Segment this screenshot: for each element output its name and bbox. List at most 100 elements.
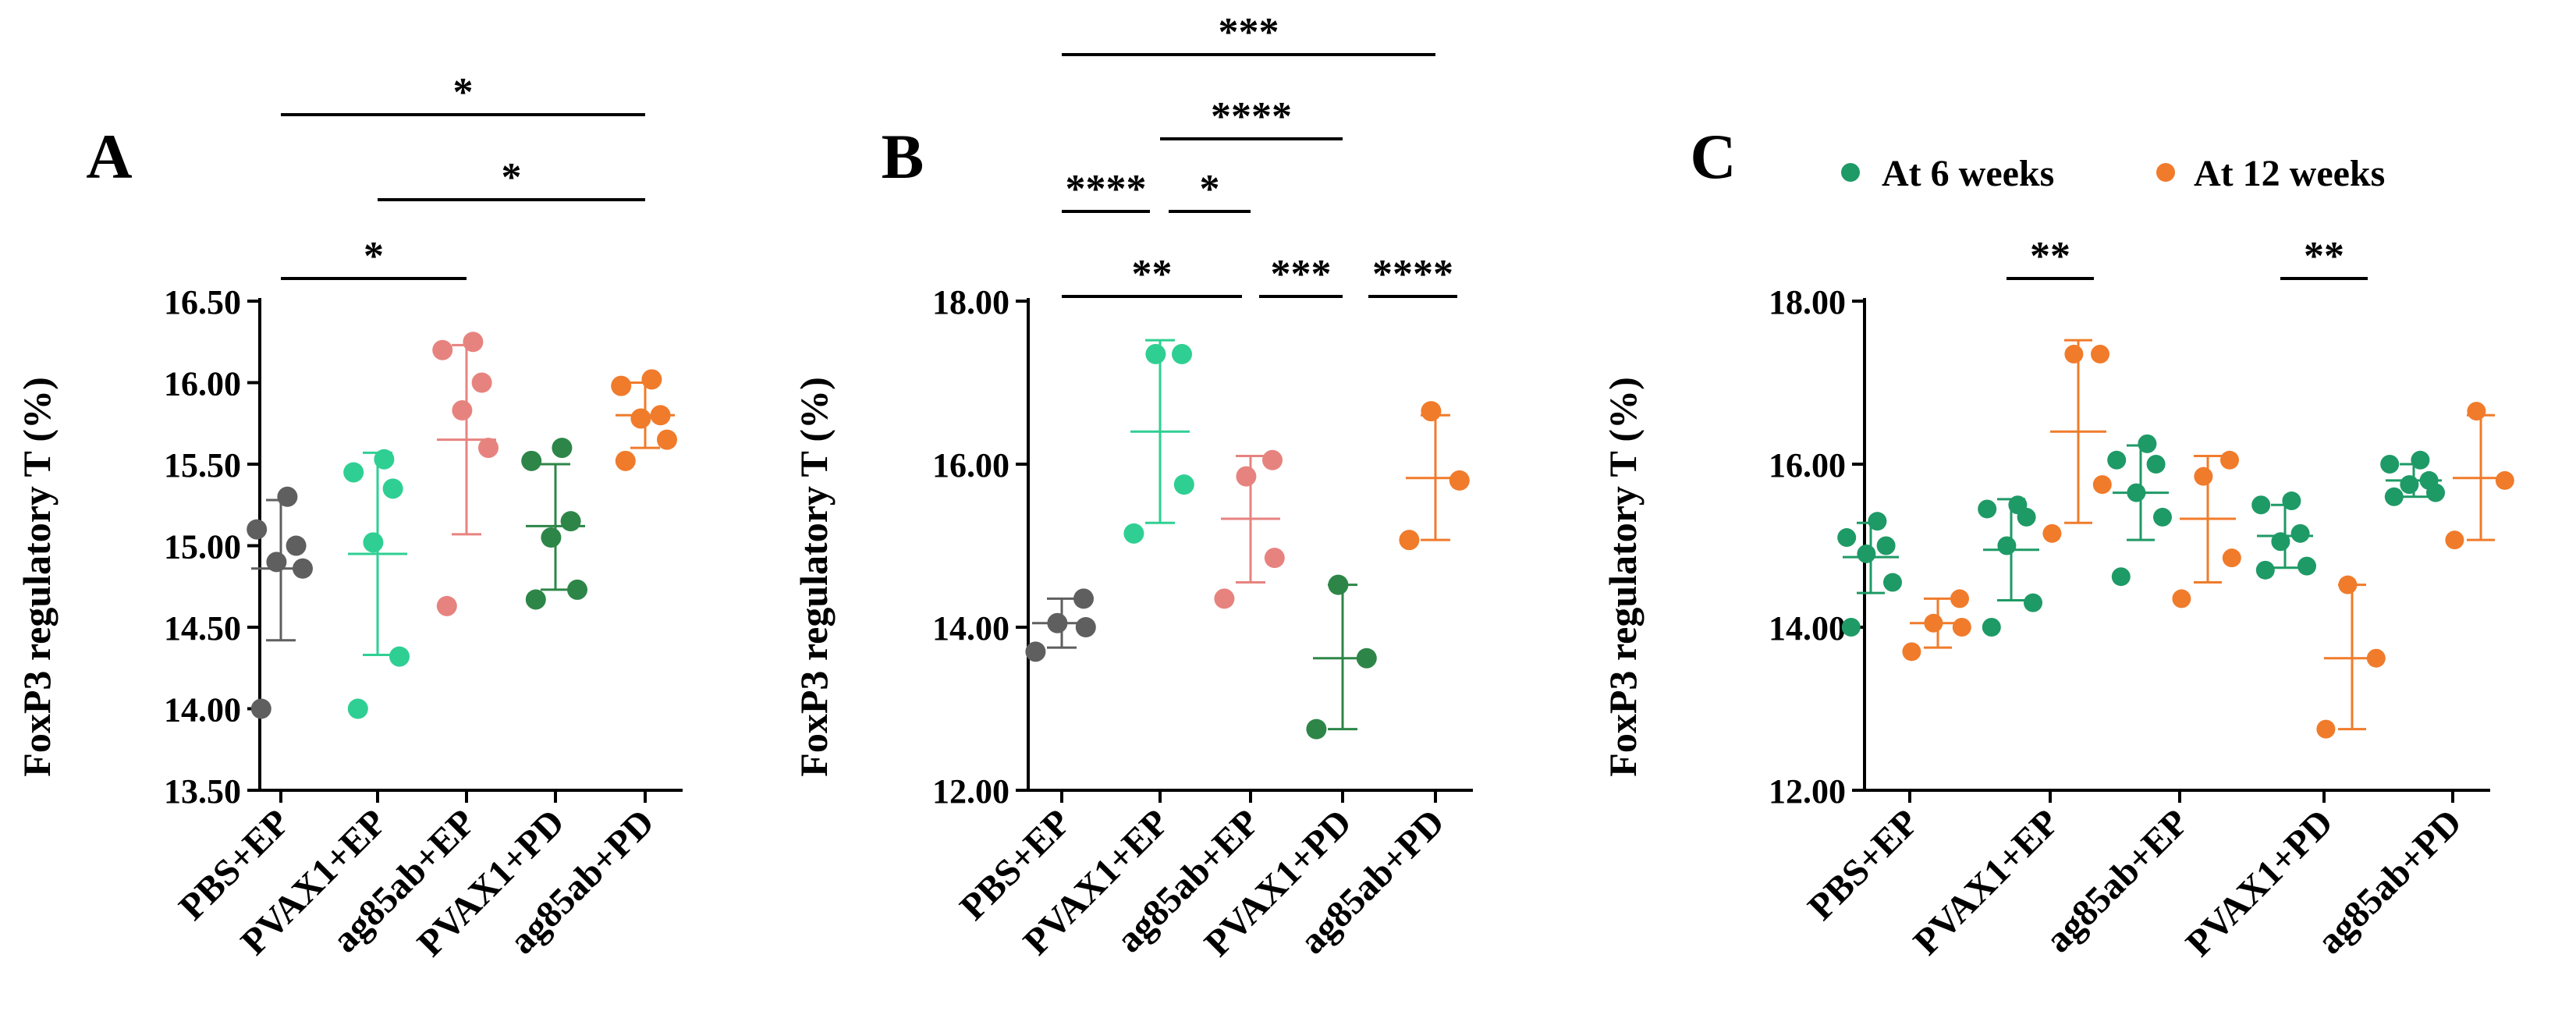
data-point-pvax1-pd — [552, 438, 573, 459]
data-point-ag85ab-pd — [650, 405, 671, 426]
data-point-pvax1-ep — [1172, 343, 1192, 364]
data-point-at-12-weeks-ag85ab-ep — [2194, 467, 2213, 486]
y-tick-label: 16.00 — [164, 365, 241, 403]
data-point-pvax1-pd — [560, 511, 581, 532]
data-point-at-6-weeks-pvax1-ep — [1997, 536, 2017, 555]
data-point-at-12-weeks-pbs-ep — [1902, 642, 1921, 662]
data-point-pvax1-ep — [1123, 523, 1144, 544]
y-tick-label: 16.50 — [164, 283, 241, 321]
data-point-ag85ab-ep — [1236, 466, 1257, 487]
data-point-at-6-weeks-pbs-ep — [1883, 573, 1902, 592]
data-point-at-12-weeks-pvax1-ep — [2042, 523, 2062, 543]
data-point-pvax1-ep — [343, 462, 364, 483]
data-point-pvax1-pd — [1306, 718, 1327, 740]
data-point-ag85ab-ep — [432, 339, 453, 360]
data-point-ag85ab-ep — [1262, 449, 1283, 470]
panel-letter: C — [1690, 121, 1736, 192]
data-point-at-6-weeks-pvax1-ep — [2008, 495, 2028, 515]
data-point-ag85ab-ep — [1214, 588, 1235, 609]
data-point-pvax1-ep — [347, 698, 368, 719]
data-point-at-6-weeks-pbs-ep — [1876, 536, 1896, 555]
data-point-at-12-weeks-pbs-ep — [1924, 613, 1943, 633]
data-point-at-6-weeks-pbs-ep — [1857, 544, 1876, 563]
y-tick-label: 16.00 — [932, 446, 1009, 484]
data-point-pvax1-pd — [541, 527, 562, 548]
data-point-pvax1-ep — [1173, 474, 1194, 495]
data-point-at-6-weeks-pvax1-ep — [1978, 499, 1997, 519]
significance-label-1: ** — [2304, 234, 2344, 279]
data-point-at-6-weeks-ag85ab-pd — [2419, 470, 2439, 490]
data-point-at-6-weeks-pvax1-pd — [2290, 523, 2310, 543]
significance-label-3: * — [1200, 167, 1220, 211]
data-point-pbs-ep — [277, 486, 298, 507]
y-axis-label: FoxP3 regulatory T (%) — [792, 377, 836, 776]
y-tick-label: 15.50 — [164, 446, 241, 484]
y-tick-label: 14.00 — [1769, 609, 1846, 648]
data-point-at-6-weeks-pvax1-pd — [2271, 532, 2290, 552]
data-point-pbs-ep — [1075, 617, 1096, 637]
data-point-at-12-weeks-ag85ab-ep — [2172, 589, 2191, 608]
data-point-at-12-weeks-ag85ab-pd — [2495, 470, 2514, 490]
data-point-at-12-weeks-pvax1-ep — [2064, 344, 2084, 364]
data-point-ag85ab-ep — [1264, 548, 1285, 569]
data-point-pbs-ep — [1025, 641, 1046, 662]
significance-label-0: *** — [1219, 10, 1279, 55]
data-point-at-6-weeks-ag85ab-ep — [2111, 567, 2131, 587]
y-tick-label: 12.00 — [932, 772, 1009, 811]
y-tick-label: 18.00 — [1769, 283, 1846, 321]
data-point-ag85ab-pd — [1421, 401, 1442, 422]
data-point-pvax1-ep — [363, 532, 384, 553]
data-point-ag85ab-pd — [657, 429, 677, 450]
legend-label-at-6-weeks: At 6 weeks — [1882, 153, 2054, 194]
y-tick-label: 14.00 — [164, 691, 241, 729]
data-point-pvax1-ep — [382, 478, 403, 499]
data-point-pbs-ep — [293, 558, 313, 579]
significance-label-5: *** — [1271, 252, 1332, 296]
data-point-at-6-weeks-ag85ab-ep — [2146, 455, 2166, 474]
y-tick-label: 15.00 — [164, 528, 241, 566]
data-point-pvax1-pd — [1328, 574, 1349, 595]
data-point-at-6-weeks-pvax1-pd — [2282, 491, 2301, 511]
data-point-pbs-ep — [250, 698, 271, 719]
significance-label-1: * — [502, 155, 522, 200]
data-point-at-12-weeks-ag85ab-pd — [2467, 402, 2486, 421]
legend-marker-at-6-weeks — [1841, 163, 1860, 182]
data-point-pvax1-ep — [389, 646, 410, 667]
significance-label-0: ** — [2030, 234, 2070, 279]
data-point-ag85ab-ep — [471, 372, 492, 393]
data-point-at-12-weeks-ag85ab-pd — [2445, 530, 2464, 550]
legend-label-at-12-weeks: At 12 weeks — [2194, 153, 2385, 194]
panel-b: 12.0014.0016.0018.00PBS+EPPVAX1+EPag85ab… — [792, 10, 1473, 964]
data-point-at-6-weeks-ag85ab-pd — [2411, 450, 2430, 470]
data-point-pbs-ep — [1073, 588, 1094, 609]
y-tick-label: 16.00 — [1769, 446, 1846, 484]
data-point-ag85ab-ep — [452, 400, 473, 421]
data-point-ag85ab-ep — [436, 595, 457, 616]
data-point-at-12-weeks-ag85ab-ep — [2220, 450, 2239, 470]
y-tick-label: 14.50 — [164, 609, 241, 648]
data-point-ag85ab-pd — [1399, 530, 1420, 551]
data-point-pbs-ep — [266, 552, 287, 573]
data-point-at-6-weeks-pvax1-pd — [2297, 556, 2316, 576]
data-point-at-6-weeks-ag85ab-pd — [2380, 455, 2400, 474]
panel-c: 12.0014.0016.0018.00PBS+EPPVAX1+EPag85ab… — [1601, 121, 2514, 964]
panel-letter: B — [882, 121, 924, 192]
significance-label-2: **** — [1066, 167, 1147, 211]
significance-label-0: * — [453, 70, 474, 115]
data-point-at-6-weeks-pbs-ep — [1837, 528, 1857, 548]
data-point-ag85ab-pd — [615, 450, 636, 471]
y-tick-label: 13.50 — [164, 772, 241, 811]
y-axis-label: FoxP3 regulatory T (%) — [1601, 377, 1645, 776]
y-tick-label: 14.00 — [932, 609, 1009, 648]
legend-marker-at-12-weeks — [2156, 163, 2175, 182]
data-point-at-6-weeks-pbs-ep — [1868, 512, 1887, 531]
data-point-pvax1-pd — [1356, 648, 1377, 669]
data-point-ag85ab-pd — [1449, 470, 1470, 491]
data-point-at-6-weeks-ag85ab-ep — [2127, 483, 2146, 502]
data-point-pvax1-pd — [525, 589, 546, 610]
x-tick-label-pbs-ep: PBS+EP — [1800, 801, 1926, 928]
data-point-at-6-weeks-pvax1-pd — [2251, 495, 2271, 515]
data-point-pvax1-pd — [521, 450, 542, 471]
data-point-at-6-weeks-pvax1-ep — [2024, 593, 2042, 612]
